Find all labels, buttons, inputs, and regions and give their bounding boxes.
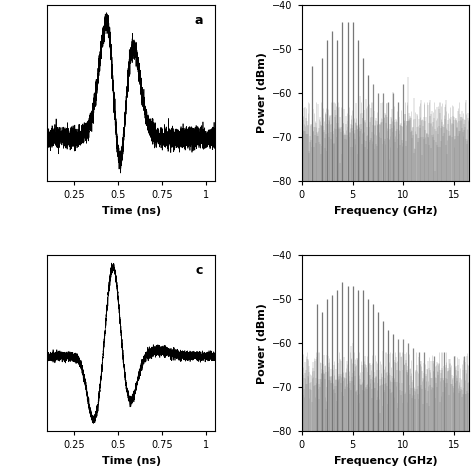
X-axis label: Frequency (GHz): Frequency (GHz)	[334, 206, 438, 216]
Text: c: c	[196, 264, 203, 277]
Y-axis label: Power (dBm): Power (dBm)	[257, 53, 267, 133]
X-axis label: Time (ns): Time (ns)	[101, 206, 161, 216]
X-axis label: Time (ns): Time (ns)	[101, 456, 161, 466]
Y-axis label: Power (dBm): Power (dBm)	[257, 303, 267, 383]
Text: a: a	[195, 14, 203, 27]
X-axis label: Frequency (GHz): Frequency (GHz)	[334, 456, 438, 466]
